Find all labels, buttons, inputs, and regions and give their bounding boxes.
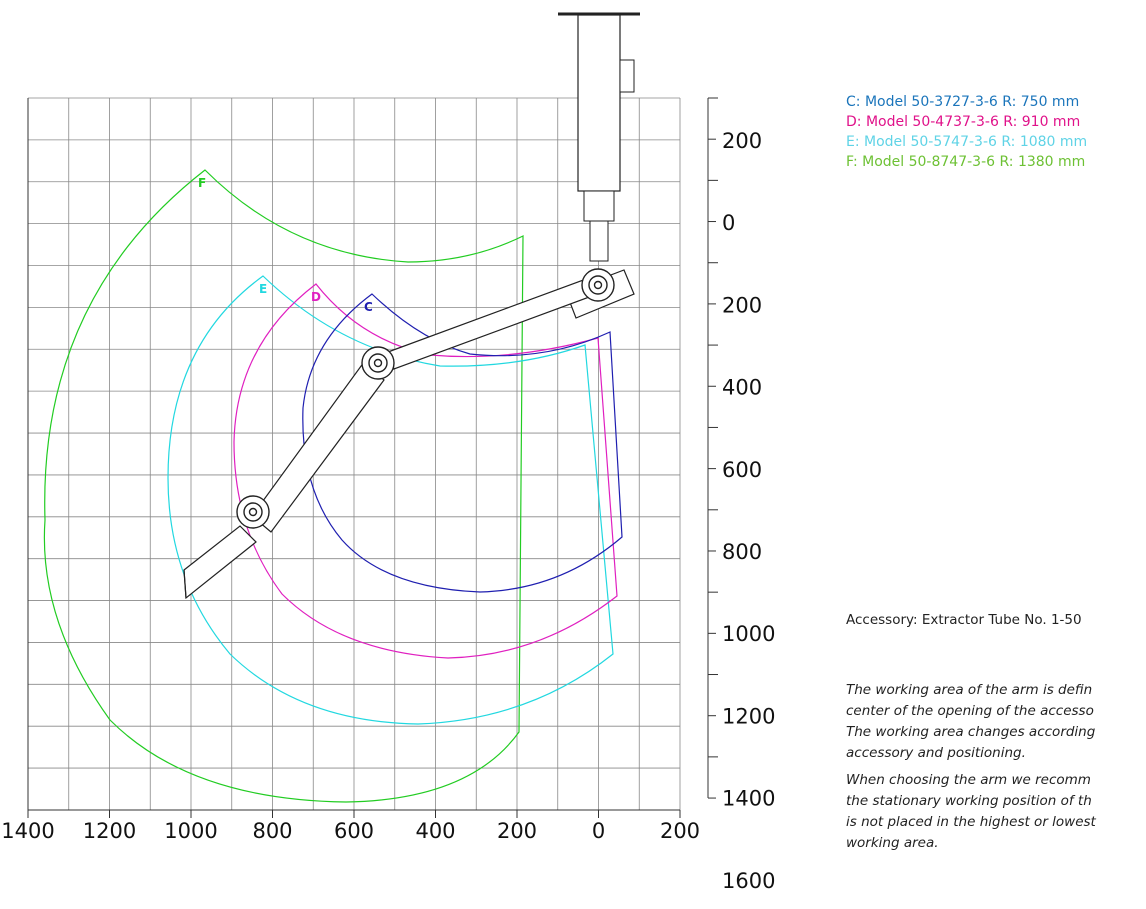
x-tick-label: 200: [660, 819, 700, 843]
note2-line: When choosing the arm we recomm: [846, 772, 1091, 788]
zone-c-outline: [302, 293, 623, 593]
y-tick-label: 200: [722, 293, 762, 317]
note1-line: The working area of the arm is defin: [846, 682, 1093, 698]
y-tick-label: 200: [722, 129, 762, 153]
zone-letter-e: E: [259, 282, 267, 296]
joint-wrist: [236, 495, 270, 529]
x-tick-label: 0: [592, 819, 605, 843]
x-tick-label: 600: [334, 819, 374, 843]
zone-e-outline: [167, 275, 614, 725]
x-tick-label: 200: [497, 819, 537, 843]
note1-line: accessory and positioning.: [846, 745, 1026, 761]
legend-entry: D: Model 50-4737-3-6 R: 910 mm: [846, 114, 1080, 130]
x-axis-labels: 1400 1200 1000 800 600 400 200 0 200: [1, 819, 700, 843]
x-tick-label: 1400: [1, 819, 54, 843]
y-tick-label: 800: [722, 540, 762, 564]
y-tick-label: 1200: [722, 704, 775, 728]
y-tick-label: 0: [722, 211, 735, 235]
y-tick-label: 1400: [722, 787, 775, 811]
wall-mount: [558, 12, 640, 262]
zone-letter-c: C: [364, 300, 373, 314]
legend-entry: F: Model 50-8747-3-6 R: 1380 mm: [846, 154, 1085, 170]
y-tick-label: 1600: [722, 869, 775, 893]
zone-letters: C D E F: [198, 176, 373, 314]
zone-letter-d: D: [311, 290, 321, 304]
joint-elbow: [361, 346, 395, 380]
grid: [27, 97, 681, 811]
legend-entry: C: Model 50-3727-3-6 R: 750 mm: [846, 94, 1079, 110]
accessory-text: Accessory: Extractor Tube No. 1-50: [846, 612, 1082, 628]
lower-arm: [251, 361, 385, 533]
legend-entry: E: Model 50-5747-3-6 R: 1080 mm: [846, 134, 1087, 150]
joint-shoulder: [581, 268, 615, 302]
x-tick-label: 1000: [164, 819, 217, 843]
zone-letter-f: F: [198, 176, 206, 190]
extractor-tube: [183, 525, 257, 600]
note2-line: the stationary working position of th: [846, 793, 1092, 809]
y-tick-label: 400: [722, 376, 762, 400]
y-axis-labels: 200 0 200 400 600 800 1000 1200 1400 1600: [722, 129, 775, 893]
y-tick-label: 600: [722, 458, 762, 482]
working-area-note: The working area of the arm is defin cen…: [846, 680, 1095, 764]
y-tick-marks: [708, 97, 718, 799]
x-tick-label: 1200: [83, 819, 136, 843]
note1-line: The working area changes according: [846, 724, 1096, 740]
x-tick-label: 400: [415, 819, 455, 843]
legend: C: Model 50-3727-3-6 R: 750 mm D: Model 5…: [846, 94, 1087, 170]
recommendation-note: When choosing the arm we recomm the stat…: [846, 770, 1096, 854]
note1-line: center of the opening of the accesso: [846, 703, 1094, 719]
zone-d-outline: [233, 283, 618, 659]
y-tick-label: 1000: [722, 622, 775, 646]
note2-line: working area.: [846, 835, 939, 851]
note2-line: is not placed in the highest or lowest: [846, 814, 1096, 830]
zone-f-outline: [43, 169, 524, 803]
x-tick-marks: [27, 810, 681, 818]
x-tick-label: 800: [252, 819, 292, 843]
